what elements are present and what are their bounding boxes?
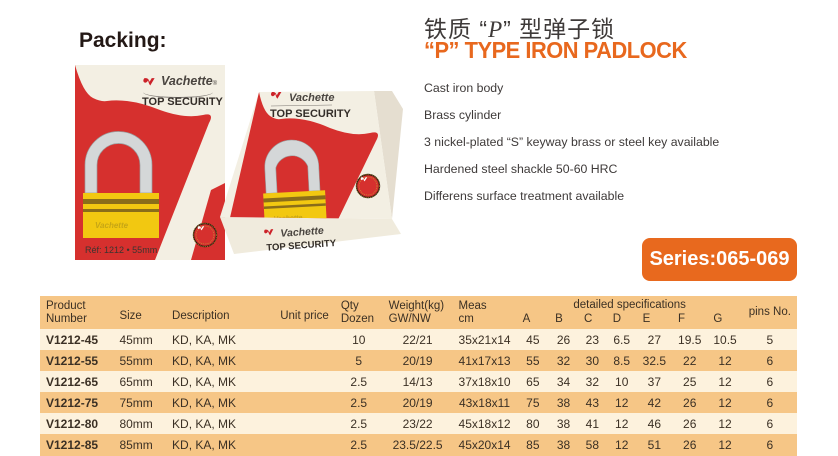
svg-text:Vachette: Vachette xyxy=(289,92,334,104)
svg-text:TOP SECURITY: TOP SECURITY xyxy=(270,108,352,120)
svg-text:Vachette: Vachette xyxy=(95,221,129,230)
svg-text:Réf: 1212 • 55mm: Réf: 1212 • 55mm xyxy=(85,245,157,255)
